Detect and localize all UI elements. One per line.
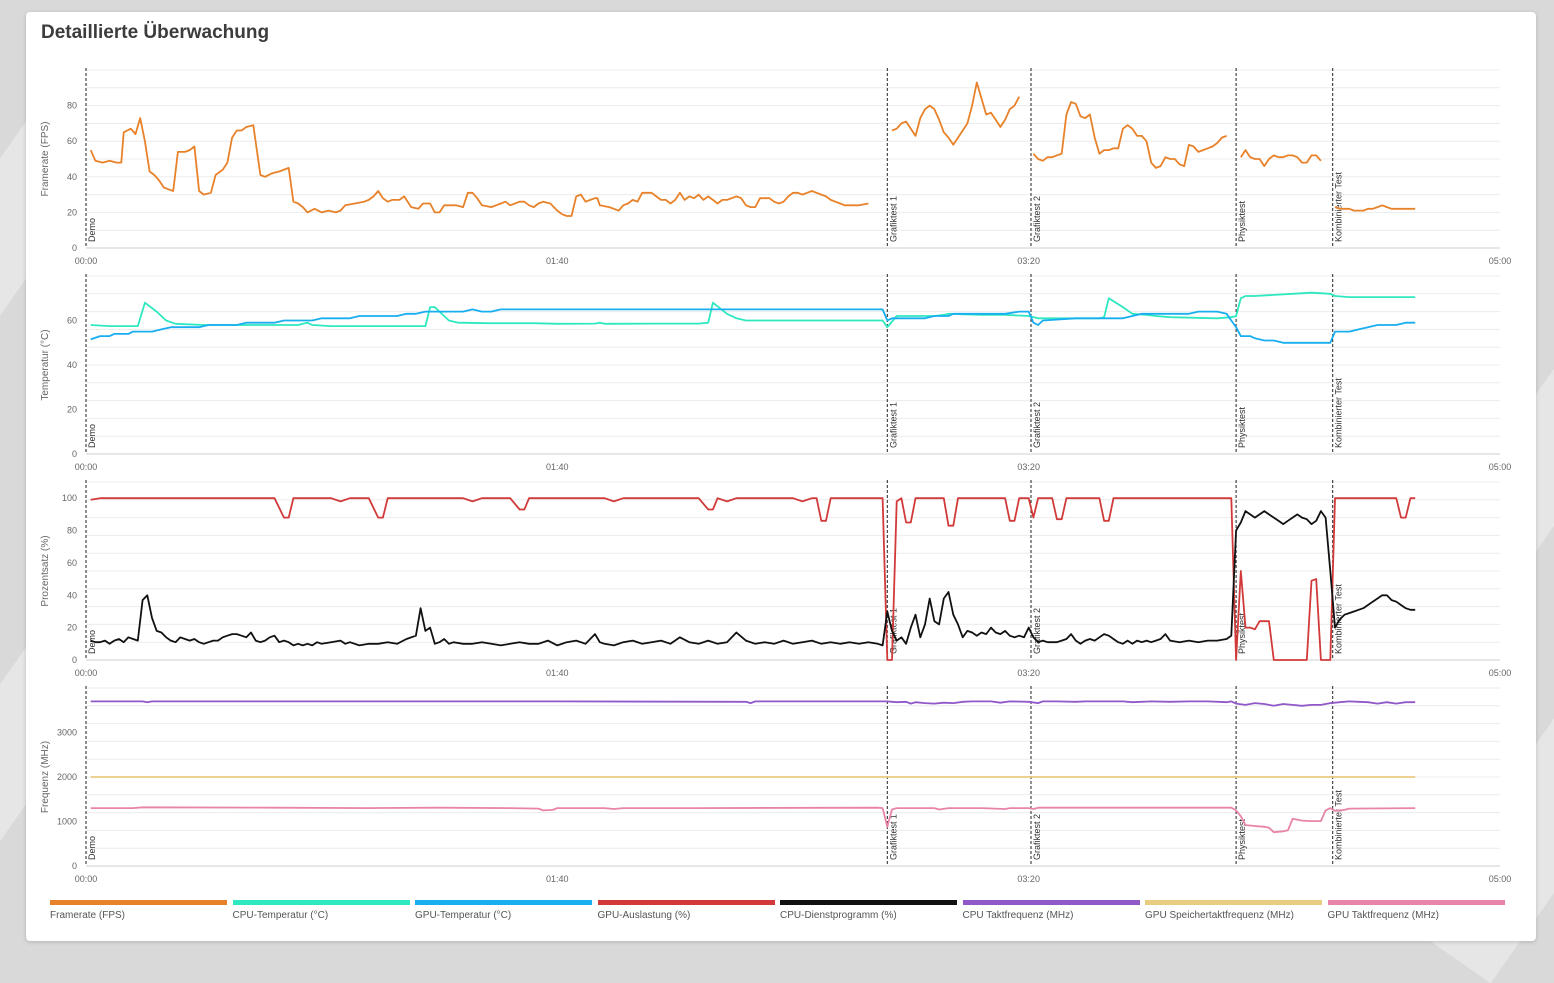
y-tick-label: 3000 — [57, 728, 77, 738]
legend-label: CPU-Temperatur (°C) — [232, 910, 329, 921]
x-tick-label: 03:20 — [1017, 256, 1040, 266]
phase-label: Kombinierter Test — [1334, 790, 1344, 860]
series-line-gpu-temperatur-c — [90, 308, 1416, 344]
legend-swatch — [232, 900, 410, 905]
series-line-cpu-taktfrequenz-mhz — [90, 700, 1416, 707]
legend-swatch — [962, 900, 1140, 905]
x-tick-label: 03:20 — [1017, 668, 1040, 678]
phase-label: Physiktest — [1237, 612, 1247, 654]
x-tick-label: 00:00 — [75, 874, 98, 884]
x-tick-label: 00:00 — [75, 256, 98, 266]
y-tick-label: 2000 — [57, 772, 77, 782]
legend-item[interactable]: CPU-Temperatur (°C) — [232, 899, 410, 929]
phase-label: Demo — [87, 836, 97, 860]
y-tick-label: 40 — [67, 360, 77, 370]
x-tick-label: 01:40 — [546, 256, 569, 266]
phase-label: Grafiktest 2 — [1032, 814, 1042, 860]
chart-legend: Framerate (FPS) CPU-Temperatur (°C) GPU-Te… — [50, 899, 1512, 929]
phase-label: Demo — [87, 424, 97, 448]
series-line-gpu-taktfrequenz-mhz — [90, 806, 1416, 834]
phase-label: Physiktest — [1237, 406, 1247, 448]
legend-swatch — [1145, 900, 1322, 905]
phase-label: Physiktest — [1237, 200, 1247, 242]
legend-swatch — [50, 900, 227, 905]
y-tick-label: 40 — [67, 172, 77, 182]
legend-swatch — [780, 900, 957, 905]
x-tick-label: 03:20 — [1017, 874, 1040, 884]
phase-label: Grafiktest 2 — [1032, 196, 1042, 242]
x-tick-label: 00:00 — [75, 668, 98, 678]
legend-swatch — [1327, 900, 1505, 905]
y-axis-label: Temperatur (°C) — [40, 329, 51, 400]
phase-label: Kombinierter Test — [1334, 172, 1344, 242]
legend-label: Framerate (FPS) — [50, 910, 126, 921]
legend-item[interactable]: Framerate (FPS) — [50, 899, 227, 929]
y-tick-label: 1000 — [57, 817, 77, 827]
phase-label: Demo — [87, 218, 97, 242]
phase-label: Grafiktest 1 — [888, 196, 898, 242]
legend-label: CPU-Dienstprogramm (%) — [780, 910, 897, 921]
monitoring-panel: Detaillierte Überwachung 0 20 40 60 80 Framer… — [26, 12, 1536, 941]
legend-item[interactable]: GPU-Temperatur (°C) — [415, 899, 592, 929]
series-line-framerate-fps — [89, 81, 1416, 217]
legend-label: CPU Taktfrequenz (MHz) — [962, 910, 1074, 921]
x-tick-label: 00:00 — [75, 462, 98, 472]
y-tick-label: 80 — [67, 101, 77, 111]
phase-label: Kombinierter Test — [1334, 378, 1344, 448]
legend-label: GPU-Temperatur (°C) — [415, 910, 512, 921]
y-tick-label: 40 — [67, 590, 77, 600]
y-axis-label: Framerate (FPS) — [40, 121, 51, 196]
y-tick-label: 60 — [67, 136, 77, 146]
x-tick-label: 05:00 — [1489, 256, 1512, 266]
x-tick-label: 05:00 — [1489, 462, 1512, 472]
y-axis-label: Frequenz (MHz) — [40, 741, 51, 813]
legend-label: GPU Taktfrequenz (MHz) — [1327, 910, 1440, 921]
legend-item[interactable]: GPU-Auslastung (%) — [597, 899, 775, 929]
legend-label: GPU Speichertaktfrequenz (MHz) — [1145, 910, 1294, 921]
y-tick-label: 80 — [67, 526, 77, 536]
series-line-gpu-auslastung — [90, 497, 1416, 661]
legend-label: GPU-Auslastung (%) — [597, 910, 691, 921]
x-tick-label: 05:00 — [1489, 874, 1512, 884]
y-tick-label: 20 — [67, 623, 77, 633]
x-tick-label: 01:40 — [546, 874, 569, 884]
series-line-cpu-dienstprogramm — [90, 510, 1416, 647]
legend-swatch — [597, 900, 775, 905]
y-tick-label: 0 — [72, 861, 77, 871]
legend-swatch — [415, 900, 592, 905]
y-tick-label: 20 — [67, 405, 77, 415]
y-tick-label: 0 — [72, 243, 77, 253]
x-tick-label: 01:40 — [546, 462, 569, 472]
legend-item[interactable]: CPU Taktfrequenz (MHz) — [962, 899, 1140, 929]
phase-label: Grafiktest 2 — [1032, 608, 1042, 654]
y-tick-label: 60 — [67, 316, 77, 326]
legend-item[interactable]: GPU Taktfrequenz (MHz) — [1327, 899, 1505, 929]
phase-label: Grafiktest 1 — [888, 814, 898, 860]
phase-label: Kombinierter Test — [1334, 584, 1344, 654]
y-tick-label: 0 — [72, 449, 77, 459]
y-tick-label: 100 — [62, 493, 77, 503]
x-tick-label: 03:20 — [1017, 462, 1040, 472]
monitoring-charts: 0 20 40 60 80 Framerate (FPS) 00:00 01:40 03:20 0… — [40, 68, 1512, 884]
legend-item[interactable]: CPU-Dienstprogramm (%) — [780, 899, 957, 929]
y-tick-label: 20 — [67, 207, 77, 217]
y-axis-label: Prozentsatz (%) — [40, 535, 51, 606]
x-tick-label: 01:40 — [546, 668, 569, 678]
y-tick-label: 60 — [67, 558, 77, 568]
phase-label: Grafiktest 2 — [1032, 402, 1042, 448]
phase-label: Physiktest — [1237, 818, 1247, 860]
x-tick-label: 05:00 — [1489, 668, 1512, 678]
legend-item[interactable]: GPU Speichertaktfrequenz (MHz) — [1145, 899, 1322, 929]
panel-title: Detaillierte Überwachung — [41, 22, 270, 43]
phase-label: Grafiktest 1 — [888, 402, 898, 448]
y-tick-label: 0 — [72, 655, 77, 665]
